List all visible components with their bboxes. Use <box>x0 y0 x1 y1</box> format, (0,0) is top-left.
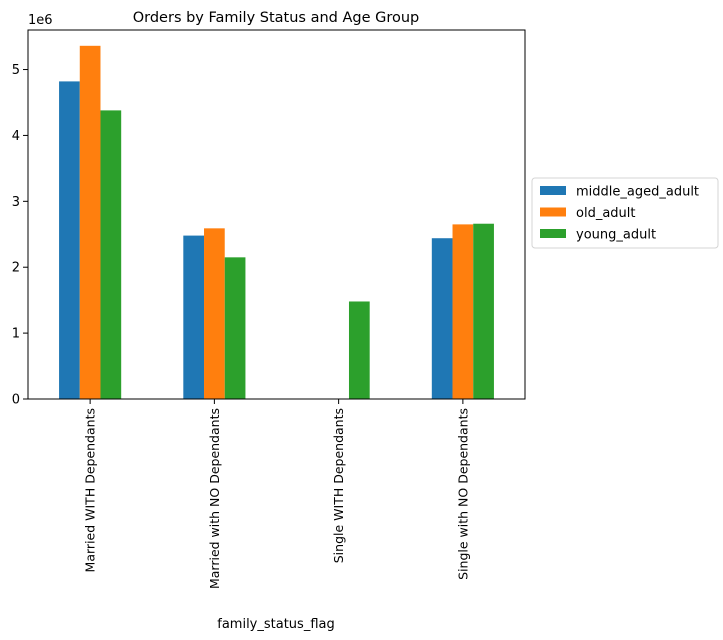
bar-middle_aged_adult-3 <box>431 238 453 399</box>
legend: middle_aged_adult old_adult young_adult <box>531 177 719 249</box>
bar-middle_aged_adult-1 <box>183 235 205 399</box>
plot-area: Married WITH Dependants Married with NO D… <box>12 29 526 589</box>
bar-young_adult-3 <box>473 223 494 399</box>
chart-title: Orders by Family Status and Age Group <box>133 10 420 26</box>
legend-label-middle_aged_adult: middle_aged_adult <box>576 185 699 200</box>
bar-old_adult-1 <box>204 228 225 399</box>
y-tick-label: 2 <box>12 261 20 276</box>
plot-frame <box>27 29 526 400</box>
y-tick-label: 4 <box>12 129 20 144</box>
y-axis-offset-label: 1e6 <box>28 13 53 28</box>
y-tick-label: 3 <box>12 195 20 210</box>
y-tick-label: 5 <box>12 63 20 78</box>
legend-swatch-young_adult <box>540 229 566 238</box>
legend-label-old_adult: old_adult <box>576 206 635 221</box>
bar-old_adult-0 <box>79 45 101 400</box>
y-tick-label: 1 <box>12 327 20 342</box>
legend-box <box>531 177 719 249</box>
legend-label-young_adult: young_adult <box>576 228 656 243</box>
bar-young_adult-0 <box>100 110 122 399</box>
y-tick-label: 0 <box>12 393 20 408</box>
x-axis-label: family_status_flag <box>217 617 334 632</box>
x-tick-label: Single with NO Dependants <box>455 408 470 580</box>
x-tick-label: Married with NO Dependants <box>207 408 222 589</box>
x-tick-label: Married WITH Dependants <box>83 408 98 572</box>
legend-swatch-old_adult <box>540 207 566 217</box>
bar-young_adult-1 <box>224 257 246 399</box>
bar-middle_aged_adult-0 <box>59 81 80 400</box>
bar-old_adult-3 <box>452 224 474 399</box>
bar-young_adult-2 <box>348 301 370 399</box>
x-tick-label: Single WITH Dependants <box>331 408 346 563</box>
legend-swatch-middle_aged_adult <box>540 186 566 195</box>
